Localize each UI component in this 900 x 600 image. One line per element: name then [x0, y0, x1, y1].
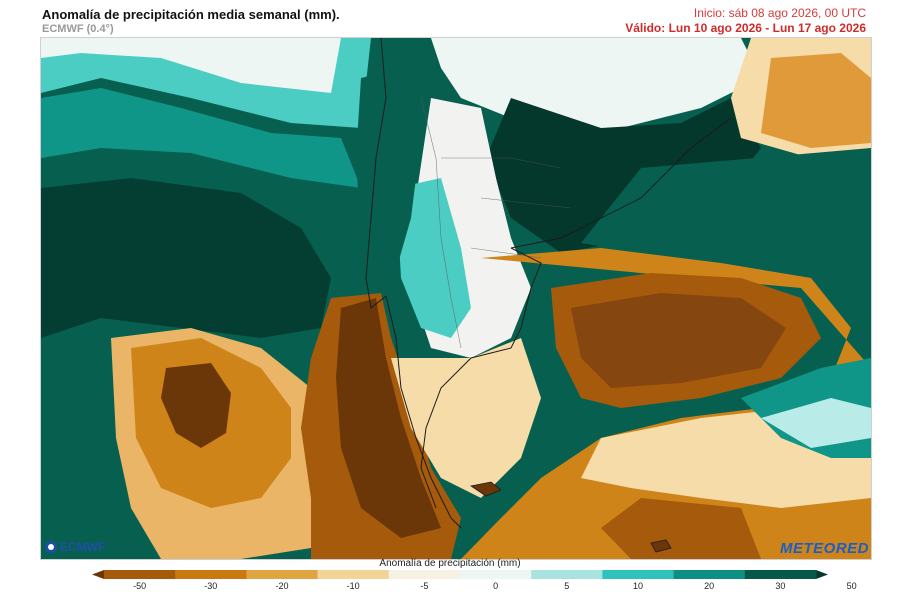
colorbar-tick-label: 20 [704, 581, 715, 591]
colorbar-min-arrow [92, 570, 104, 579]
colorbar-segment [246, 570, 319, 579]
colorbar-tick-label: -5 [420, 581, 429, 591]
colorbar-segment [673, 570, 746, 579]
valid-period: Válido: Lun 10 ago 2026 - Lun 17 ago 202… [625, 21, 866, 35]
colorbar [92, 570, 828, 579]
country-borders [420, 97, 572, 349]
se-wet-slight-patch [761, 398, 871, 448]
andes-wet-light [396, 178, 471, 338]
colorbar-tick-label: 30 [775, 581, 786, 591]
malvinas-islands [469, 481, 502, 497]
patagonia-dry-extreme [336, 298, 441, 538]
ne-dry-moderate-area [761, 53, 871, 148]
colorbar-tick-label: 0 [493, 581, 499, 591]
colorbar-segment [175, 570, 247, 579]
east-ocean-wet-band [581, 148, 871, 258]
south-atlantic-dry-core [571, 293, 786, 388]
colorbar-tick-label: 10 [632, 581, 644, 591]
brazil-coastline [510, 117, 732, 249]
precipitation-anomaly-map: ECMWF METEORED [40, 37, 872, 560]
west-wet-moderate-band [41, 88, 361, 188]
colorbar-tick-label: -50 [133, 581, 147, 591]
west-wet-core [41, 178, 331, 338]
colorbar-max-arrow [816, 570, 828, 579]
nw-neutral-area [41, 38, 341, 93]
map-title: Anomalía de precipitación media semanal … [42, 7, 340, 22]
colorbar-segment [602, 570, 675, 579]
colorbar-segment [744, 570, 817, 579]
argentina-coastline [420, 247, 542, 509]
colorbar-tick-label: -20 [275, 581, 289, 591]
map-canvas [41, 38, 871, 559]
colorbar-tick-label: 5 [564, 581, 570, 591]
ecmwf-logo-text: ECMWF [60, 540, 106, 554]
chile-coastline [365, 38, 462, 529]
argentina-dry-slight [391, 338, 541, 498]
colorbar-segment [317, 570, 390, 579]
brazil-wet-core [486, 98, 761, 253]
colorbar-tick-label: 50 [846, 581, 857, 591]
ecmwf-logo: ECMWF [45, 540, 105, 554]
colorbar-segment [460, 570, 532, 579]
chile-wet-strip [356, 68, 421, 298]
colorbar-svg [92, 570, 828, 579]
meteored-logo: METEORED [779, 540, 869, 557]
ecmwf-logo-icon [45, 541, 57, 553]
colorbar-tick-label: -10 [346, 581, 360, 591]
colorbar-ticks: -50 -30 -20 -10 -5 0 5 10 20 30 50 [92, 581, 857, 593]
colorbar-segment [104, 570, 176, 579]
sw-dry-extreme-core [161, 363, 231, 448]
south-georgia-island [650, 539, 672, 553]
colorbar-segment [388, 570, 461, 579]
model-label: ECMWF (0.4°) [42, 23, 114, 35]
colorbar-segment [531, 570, 603, 579]
colorbar-title: Anomalía de precipitación (mm) [379, 558, 521, 569]
colorbar-tick-label: -30 [204, 581, 218, 591]
init-time: Inicio: sáb 08 ago 2026, 00 UTC [693, 6, 866, 20]
south-dry-strong-patch [601, 498, 761, 559]
